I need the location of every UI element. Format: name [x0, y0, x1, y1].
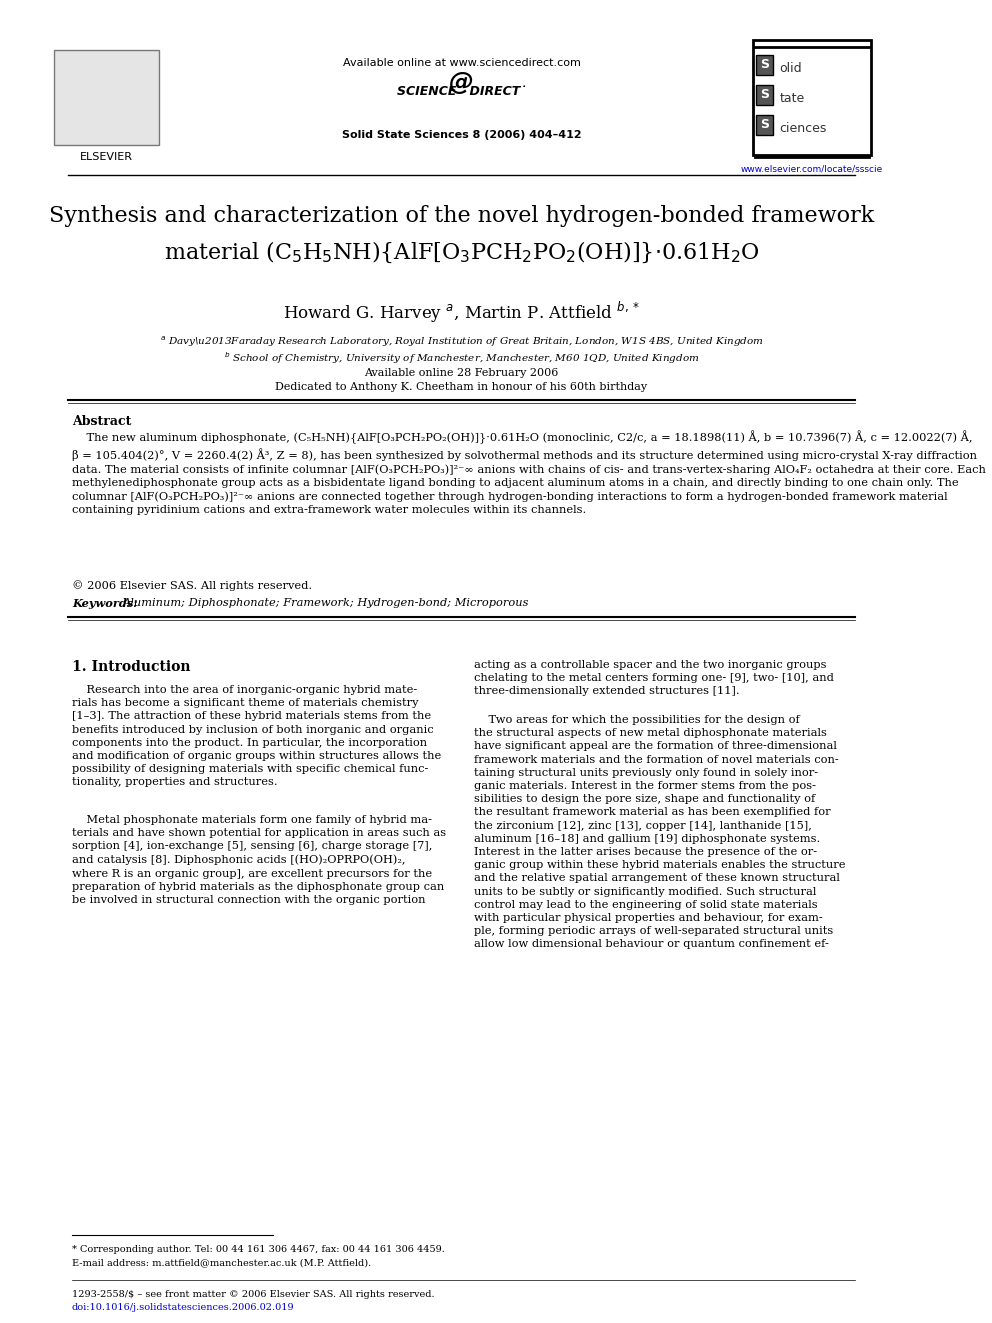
Text: ciences: ciences [780, 122, 827, 135]
Text: Abstract: Abstract [71, 415, 131, 429]
Text: Keywords:: Keywords: [71, 598, 138, 609]
Text: Research into the area of inorganic-organic hybrid mate-
rials has become a sign: Research into the area of inorganic-orga… [71, 685, 441, 787]
Text: Solid State Sciences 8 (2006) 404–412: Solid State Sciences 8 (2006) 404–412 [341, 130, 581, 140]
Text: Howard G. Harvey $^a$, Martin P. Attfield $^{b,*}$: Howard G. Harvey $^a$, Martin P. Attfiel… [283, 300, 640, 325]
Text: tate: tate [780, 91, 805, 105]
Bar [753, 40, 871, 155]
Text: @: @ [449, 71, 474, 95]
Text: ELSEVIER: ELSEVIER [80, 152, 133, 161]
Text: Metal phosphonate materials form one family of hybrid ma-
terials and have shown: Metal phosphonate materials form one fam… [71, 815, 446, 905]
Text: Available online 28 February 2006: Available online 28 February 2006 [364, 368, 558, 378]
Text: S: S [760, 58, 769, 71]
Text: E-mail address: m.attfield@manchester.ac.uk (M.P. Attfield).: E-mail address: m.attfield@manchester.ac… [71, 1258, 371, 1267]
Text: The new aluminum diphosphonate, (C₅H₅NH){AlF[O₃PCH₂PO₂(OH)]}·0.61H₂O (monoclinic: The new aluminum diphosphonate, (C₅H₅NH)… [71, 430, 986, 515]
Text: 1. Introduction: 1. Introduction [71, 660, 190, 673]
Text: S: S [760, 119, 769, 131]
Text: Aluminum; Diphosphonate; Framework; Hydrogen-bond; Microporous: Aluminum; Diphosphonate; Framework; Hydr… [123, 598, 529, 609]
Text: doi:10.1016/j.solidstatesciences.2006.02.019: doi:10.1016/j.solidstatesciences.2006.02… [71, 1303, 295, 1312]
Bar [756, 115, 774, 135]
Text: $^b$ School of Chemistry, University of Manchester, Manchester, M60 1QD, United : $^b$ School of Chemistry, University of … [224, 351, 699, 365]
Text: www.elsevier.com/locate/ssscie: www.elsevier.com/locate/ssscie [741, 165, 883, 175]
Text: © 2006 Elsevier SAS. All rights reserved.: © 2006 Elsevier SAS. All rights reserved… [71, 579, 312, 591]
Bar [55, 50, 160, 146]
Text: Dedicated to Anthony K. Cheetham in honour of his 60th birthday: Dedicated to Anthony K. Cheetham in hono… [276, 382, 648, 392]
Text: Two areas for which the possibilities for the design of
the structural aspects o: Two areas for which the possibilities fo… [474, 714, 845, 950]
Text: S: S [760, 89, 769, 102]
Text: 1293-2558/$ – see front matter © 2006 Elsevier SAS. All rights reserved.: 1293-2558/$ – see front matter © 2006 El… [71, 1290, 434, 1299]
Text: SCIENCE   DIRECT˙: SCIENCE DIRECT˙ [397, 85, 527, 98]
Text: * Corresponding author. Tel: 00 44 161 306 4467, fax: 00 44 161 306 4459.: * Corresponding author. Tel: 00 44 161 3… [71, 1245, 444, 1254]
Bar [756, 56, 774, 75]
Text: acting as a controllable spacer and the two inorganic groups
chelating to the me: acting as a controllable spacer and the … [474, 660, 833, 696]
Text: material (C$_5$H$_5$NH){AlF[O$_3$PCH$_2$PO$_2$(OH)]}$\cdot$0.61H$_2$O: material (C$_5$H$_5$NH){AlF[O$_3$PCH$_2$… [164, 239, 760, 266]
Text: Available online at www.sciencedirect.com: Available online at www.sciencedirect.co… [342, 58, 580, 67]
Text: olid: olid [780, 61, 803, 74]
Bar [756, 85, 774, 105]
Text: Synthesis and characterization of the novel hydrogen-bonded framework: Synthesis and characterization of the no… [49, 205, 874, 228]
Text: $^a$ Davy\u2013Faraday Research Laboratory, Royal Institution of Great Britain, : $^a$ Davy\u2013Faraday Research Laborato… [160, 335, 764, 349]
